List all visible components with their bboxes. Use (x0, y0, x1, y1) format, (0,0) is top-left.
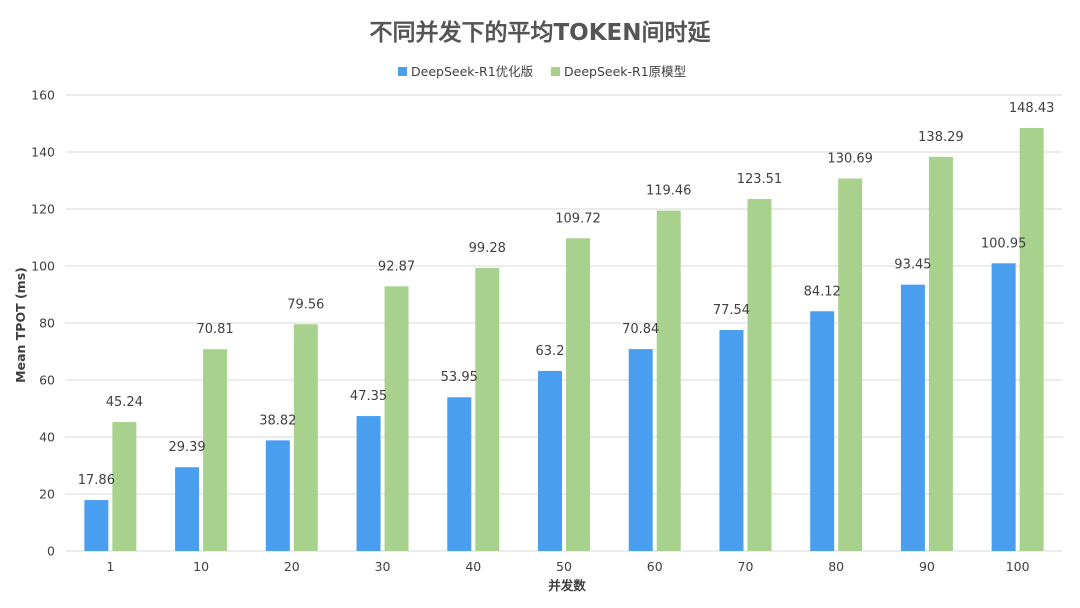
data-label-original: 70.81 (196, 322, 233, 337)
bar-optimized (175, 467, 200, 551)
y-axis-title: Mean TPOT (ms) (13, 267, 28, 383)
data-label-optimized: 47.35 (350, 389, 387, 404)
x-tick-label: 100 (1006, 559, 1030, 574)
x-tick-label: 60 (647, 559, 663, 574)
y-tick-label: 100 (31, 259, 55, 274)
bars (84, 127, 1044, 552)
data-label-original: 148.43 (1009, 101, 1055, 116)
legend-swatch-original (551, 67, 560, 76)
y-tick-label: 80 (39, 316, 55, 331)
bar-original (928, 156, 953, 551)
data-label-original: 79.56 (287, 297, 324, 312)
bar-original (656, 210, 681, 551)
bar-optimized (900, 284, 925, 551)
legend: DeepSeek-R1优化版 DeepSeek-R1原模型 (398, 64, 686, 79)
x-tick-label: 90 (919, 559, 935, 574)
x-tick-label: 50 (556, 559, 572, 574)
x-tick-label: 10 (193, 559, 209, 574)
y-tick-label: 40 (39, 430, 55, 445)
bar-optimized (991, 263, 1016, 551)
x-tick-label: 80 (828, 559, 844, 574)
data-label-optimized: 29.39 (168, 440, 205, 455)
bar-original (384, 286, 409, 551)
data-label-original: 138.29 (918, 130, 964, 145)
y-tick-label: 120 (31, 202, 55, 217)
bar-original (112, 422, 137, 551)
data-label-original: 119.46 (646, 184, 692, 199)
data-label-optimized: 38.82 (259, 413, 296, 428)
bar-optimized (84, 500, 109, 551)
data-label-optimized: 17.86 (78, 473, 115, 488)
x-tick-label: 40 (465, 559, 481, 574)
chart-title: 不同并发下的平均TOKEN间时延 (369, 19, 711, 46)
y-tick-label: 160 (31, 88, 55, 103)
data-label-optimized: 63.2 (536, 344, 565, 359)
y-tick-label: 60 (39, 373, 55, 388)
data-label-original: 92.87 (378, 259, 415, 274)
bar-original (293, 324, 318, 551)
gridlines (65, 94, 1063, 552)
bar-original (203, 349, 228, 551)
bar-optimized (265, 440, 290, 551)
data-label-original: 130.69 (827, 152, 873, 167)
y-tick-label: 0 (47, 544, 55, 559)
bar-optimized (538, 370, 562, 551)
bar-original (566, 238, 590, 551)
bar-original (475, 268, 500, 551)
data-labels: 17.86 45.24 29.39 70.81 38.82 79.56 47.35 92.87… (78, 101, 1055, 488)
x-tick-label: 1 (106, 559, 114, 574)
y-axis-ticks: 0 20 40 60 80 100 120 140 160 (31, 88, 55, 559)
bar-original (747, 198, 772, 551)
data-label-optimized: 84.12 (804, 284, 841, 299)
data-label-original: 99.28 (469, 241, 506, 256)
y-tick-label: 20 (39, 487, 55, 502)
data-label-optimized: 53.95 (441, 370, 478, 385)
legend-label-original: DeepSeek-R1原模型 (564, 64, 686, 79)
data-label-original: 109.72 (555, 211, 601, 226)
y-tick-label: 140 (31, 145, 55, 160)
x-axis-ticks: 1 10 20 30 40 50 60 70 80 90 100 (106, 559, 1029, 574)
data-label-optimized: 77.54 (713, 303, 750, 318)
x-tick-label: 20 (284, 559, 300, 574)
data-label-original: 45.24 (106, 395, 143, 410)
legend-label-optimized: DeepSeek-R1优化版 (411, 64, 534, 79)
data-label-optimized: 100.95 (981, 236, 1027, 251)
x-axis-title: 并发数 (548, 578, 586, 593)
bar-optimized (719, 330, 744, 551)
bar-optimized (447, 397, 472, 551)
bar-original (1019, 127, 1044, 552)
data-label-original: 123.51 (737, 172, 783, 187)
x-tick-label: 30 (375, 559, 391, 574)
bar-original (838, 178, 863, 551)
legend-swatch-optimized (398, 67, 407, 76)
bar-optimized (356, 416, 381, 551)
x-tick-label: 70 (738, 559, 754, 574)
data-label-optimized: 70.84 (622, 322, 659, 337)
bar-optimized (810, 311, 835, 551)
bar-optimized (628, 349, 653, 551)
data-label-optimized: 93.45 (894, 258, 931, 273)
